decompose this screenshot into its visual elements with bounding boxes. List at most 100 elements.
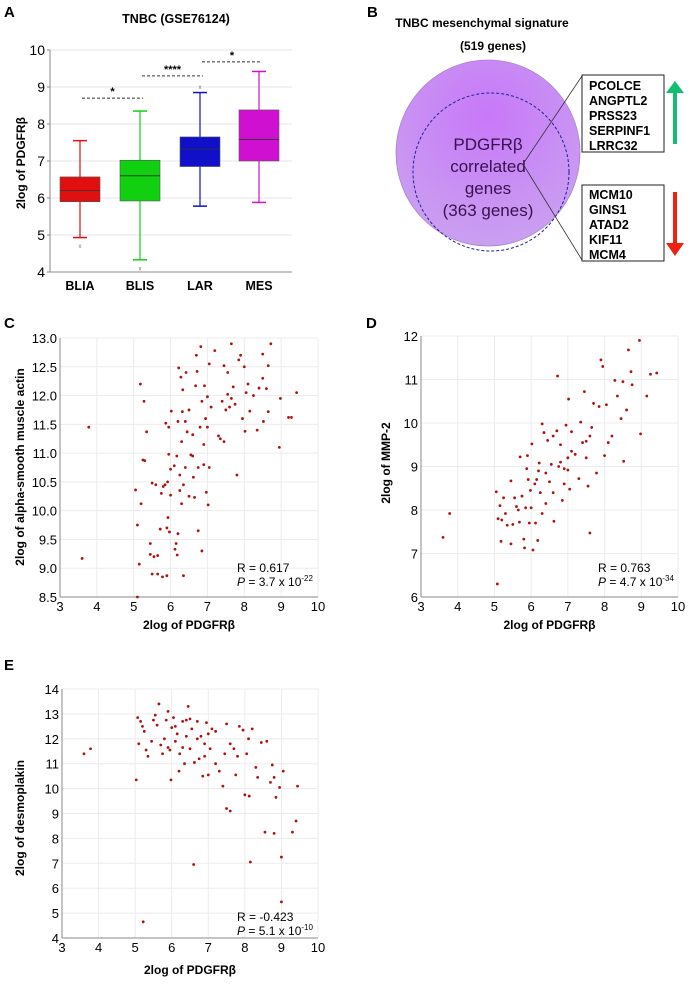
data-point [179,375,183,379]
data-point [526,478,530,481]
x-tick-label: 7 [564,599,571,614]
x-tick-label: 9 [278,940,285,955]
data-point [87,425,91,429]
y-tick-label: 8 [37,116,45,132]
data-point [277,445,281,449]
data-point [629,370,633,374]
data-point [192,863,196,866]
data-point [529,506,533,510]
data-point [146,754,150,758]
data-point [180,410,184,414]
data-point [537,469,540,473]
data-point [232,747,236,751]
data-point [520,494,524,498]
down-gene-label: MCM4 [589,248,626,262]
data-point [191,433,195,437]
p-value: P = 3.7 x 10-22 [237,574,314,589]
p-exponent: -22 [301,574,313,583]
y-tick-label: 10 [45,782,59,797]
data-point [266,410,270,414]
data-point [509,479,513,483]
data-point [214,762,218,766]
data-point [157,702,161,706]
inner-label-line: PDGFRβ [453,135,523,154]
data-point [536,539,540,542]
data-point [175,732,179,736]
data-point [181,388,185,392]
data-point [195,737,199,741]
y-tick-label: 9 [37,79,45,95]
x-tick-label: 10 [311,940,325,955]
data-point [562,467,566,471]
connector-line-down [522,163,583,261]
data-point [206,773,210,777]
data-point [261,376,265,380]
data-point [606,441,610,444]
data-point [581,441,584,444]
data-point [570,449,573,453]
data-point [172,716,175,720]
x-tick-label: 10 [671,599,685,614]
panel-d-scatter: 3 4 5 6 7 8 9 10 6 7 8 9 10 11 12 2log of PDGFRβ 2log of… [379,329,685,632]
data-point [178,752,182,756]
y-tick-label: 11 [405,373,419,388]
y-tick-label: 5 [37,227,45,243]
correlated-genes-ellipse [412,92,570,252]
panel-b-diagram: TNBC mesenchymal signature (519 genes) P… [395,16,684,262]
data-point [530,442,534,446]
data-point [190,727,194,731]
data-point [228,742,232,746]
data-point [177,769,181,773]
box-mes [238,109,280,162]
data-point [278,785,281,789]
data-point [229,397,233,400]
data-point [560,499,564,502]
data-point [525,467,529,471]
r-value: R = 0.763 [598,561,651,575]
x-tick-label: 8 [241,599,248,614]
data-point [182,483,185,487]
data-point [625,408,628,412]
data-point [616,394,619,398]
data-point [144,748,148,752]
inner-label-line: correlated [450,157,526,176]
data-point [281,769,285,773]
data-point [166,516,170,519]
data-point [290,416,293,419]
data-point [166,480,170,484]
data-point [228,809,232,813]
data-point [270,763,274,767]
data-point [205,721,208,725]
data-point [234,773,238,777]
data-point [170,726,174,729]
data-point [242,365,246,369]
data-point [187,494,191,498]
data-point [237,724,241,728]
data-point [154,483,158,487]
data-point [173,739,177,743]
data-point [192,761,196,764]
data-point [262,420,265,423]
x-axis-label: 2log of PDGFRβ [144,963,236,977]
y-tick-label: 8 [52,831,59,846]
x-tick-label: 3 [417,599,424,614]
data-point [143,459,147,462]
data-point [630,383,634,387]
data-point [526,454,529,458]
data-point [247,737,250,741]
data-point [237,358,241,362]
data-point [518,455,522,459]
data-point [213,349,217,353]
y-axis-label: 2log of MMP-2 [379,422,393,504]
y-tick-label: 13.0 [32,331,57,346]
data-point [181,746,185,749]
p-symbol: P [598,575,606,589]
data-point [559,443,562,447]
panel-c-scatter: 3 4 5 6 7 8 9 10 8.5 9.0 9.5 10.0 10.5 11.0 11.5 12.0 12… [13,331,325,632]
y-tick-label: 11.0 [33,446,57,461]
data-point [156,554,160,557]
down-gene-label: ATAD2 [589,218,629,232]
data-point [610,434,614,438]
data-point [524,506,528,510]
data-point [527,521,531,525]
